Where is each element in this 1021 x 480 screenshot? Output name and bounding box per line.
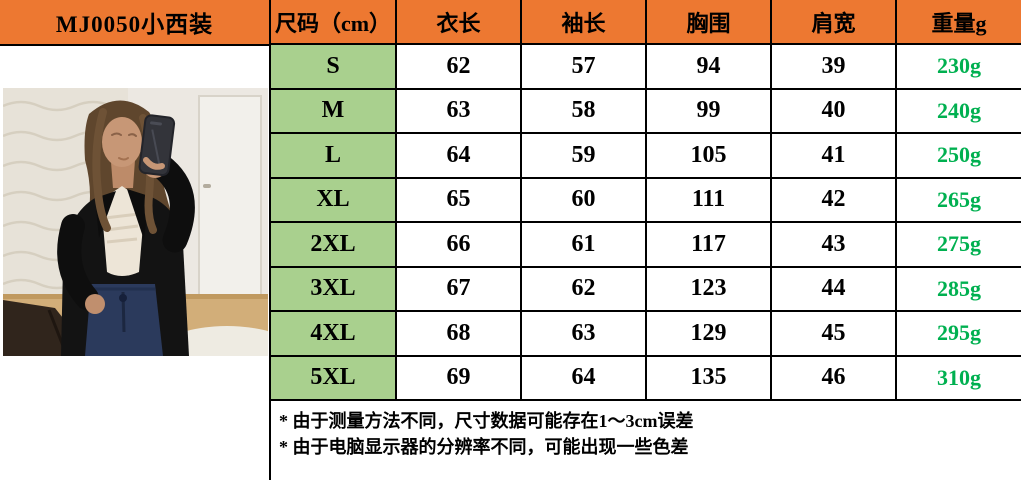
cell-shoulder: 42 xyxy=(771,177,897,223)
cell-bust: 105 xyxy=(646,133,772,179)
header-shoulder-width: 肩宽 xyxy=(771,0,897,45)
cell-bust: 135 xyxy=(646,355,772,401)
table-panel: 尺码（cm） 衣长 袖长 胸围 肩宽 重量g S 62 57 94 39 230… xyxy=(271,0,1021,480)
cell-shoulder: 46 xyxy=(771,355,897,401)
cell-shoulder: 43 xyxy=(771,222,897,268)
cell-weight: 310g xyxy=(896,355,1021,401)
cell-length: 64 xyxy=(396,133,522,179)
cell-size: XL xyxy=(271,177,397,223)
cell-bust: 111 xyxy=(646,177,772,223)
cell-length: 67 xyxy=(396,266,522,312)
cell-weight: 240g xyxy=(896,88,1021,134)
cell-shoulder: 44 xyxy=(771,266,897,312)
product-photo xyxy=(3,88,268,356)
cell-sleeve: 57 xyxy=(521,44,647,90)
table-row: L 64 59 105 41 250g xyxy=(271,133,1021,179)
notes-area: * 由于测量方法不同，尺寸数据可能存在1～3cm误差 * 由于电脑显示器的分辨率… xyxy=(271,401,1021,460)
photo-illustration xyxy=(3,88,268,356)
cell-length: 69 xyxy=(396,355,522,401)
cell-weight: 265g xyxy=(896,177,1021,223)
cell-length: 63 xyxy=(396,88,522,134)
table-row: M 63 58 99 40 240g xyxy=(271,88,1021,134)
cell-length: 65 xyxy=(396,177,522,223)
cell-length: 66 xyxy=(396,222,522,268)
header-garment-length: 衣长 xyxy=(396,0,522,45)
cell-sleeve: 63 xyxy=(521,311,647,357)
cell-bust: 99 xyxy=(646,88,772,134)
cell-size: 3XL xyxy=(271,266,397,312)
table-row: XL 65 60 111 42 265g xyxy=(271,177,1021,223)
cell-sleeve: 64 xyxy=(521,355,647,401)
product-title-cell: MJ0050小西装 xyxy=(0,0,269,46)
header-weight: 重量g xyxy=(896,0,1021,45)
cell-size: S xyxy=(271,44,397,90)
cell-size: 4XL xyxy=(271,311,397,357)
header-row: 尺码（cm） 衣长 袖长 胸围 肩宽 重量g xyxy=(271,0,1021,45)
note-measurement-tolerance: * 由于测量方法不同，尺寸数据可能存在1～3cm误差 xyxy=(279,411,694,431)
cell-shoulder: 45 xyxy=(771,311,897,357)
left-panel: MJ0050小西装 xyxy=(0,0,271,480)
cell-shoulder: 41 xyxy=(771,133,897,179)
cell-sleeve: 60 xyxy=(521,177,647,223)
cell-bust: 94 xyxy=(646,44,772,90)
cell-weight: 250g xyxy=(896,133,1021,179)
note-color-difference: * 由于电脑显示器的分辨率不同，可能出现一些色差 xyxy=(279,437,689,457)
header-size-cm: 尺码（cm） xyxy=(271,0,397,45)
product-title: MJ0050小西装 xyxy=(55,12,214,37)
cell-shoulder: 39 xyxy=(771,44,897,90)
table-row: 2XL 66 61 117 43 275g xyxy=(271,222,1021,268)
header-bust: 胸围 xyxy=(646,0,772,45)
cell-weight: 275g xyxy=(896,222,1021,268)
cell-size: L xyxy=(271,133,397,179)
cell-length: 62 xyxy=(396,44,522,90)
cell-weight: 285g xyxy=(896,266,1021,312)
cell-length: 68 xyxy=(396,311,522,357)
table-row: 3XL 67 62 123 44 285g xyxy=(271,266,1021,312)
table-row: 4XL 68 63 129 45 295g xyxy=(271,311,1021,357)
cell-bust: 129 xyxy=(646,311,772,357)
cell-shoulder: 40 xyxy=(771,88,897,134)
size-table: 尺码（cm） 衣长 袖长 胸围 肩宽 重量g S 62 57 94 39 230… xyxy=(271,0,1021,401)
cell-weight: 295g xyxy=(896,311,1021,357)
cell-size: 5XL xyxy=(271,355,397,401)
cell-sleeve: 59 xyxy=(521,133,647,179)
cell-sleeve: 61 xyxy=(521,222,647,268)
cell-bust: 123 xyxy=(646,266,772,312)
table-row: S 62 57 94 39 230g xyxy=(271,44,1021,90)
cell-size: 2XL xyxy=(271,222,397,268)
table-row: 5XL 69 64 135 46 310g xyxy=(271,355,1021,401)
cell-sleeve: 58 xyxy=(521,88,647,134)
cell-size: M xyxy=(271,88,397,134)
header-sleeve-length: 袖长 xyxy=(521,0,647,45)
cell-weight: 230g xyxy=(896,44,1021,90)
cell-sleeve: 62 xyxy=(521,266,647,312)
cell-bust: 117 xyxy=(646,222,772,268)
